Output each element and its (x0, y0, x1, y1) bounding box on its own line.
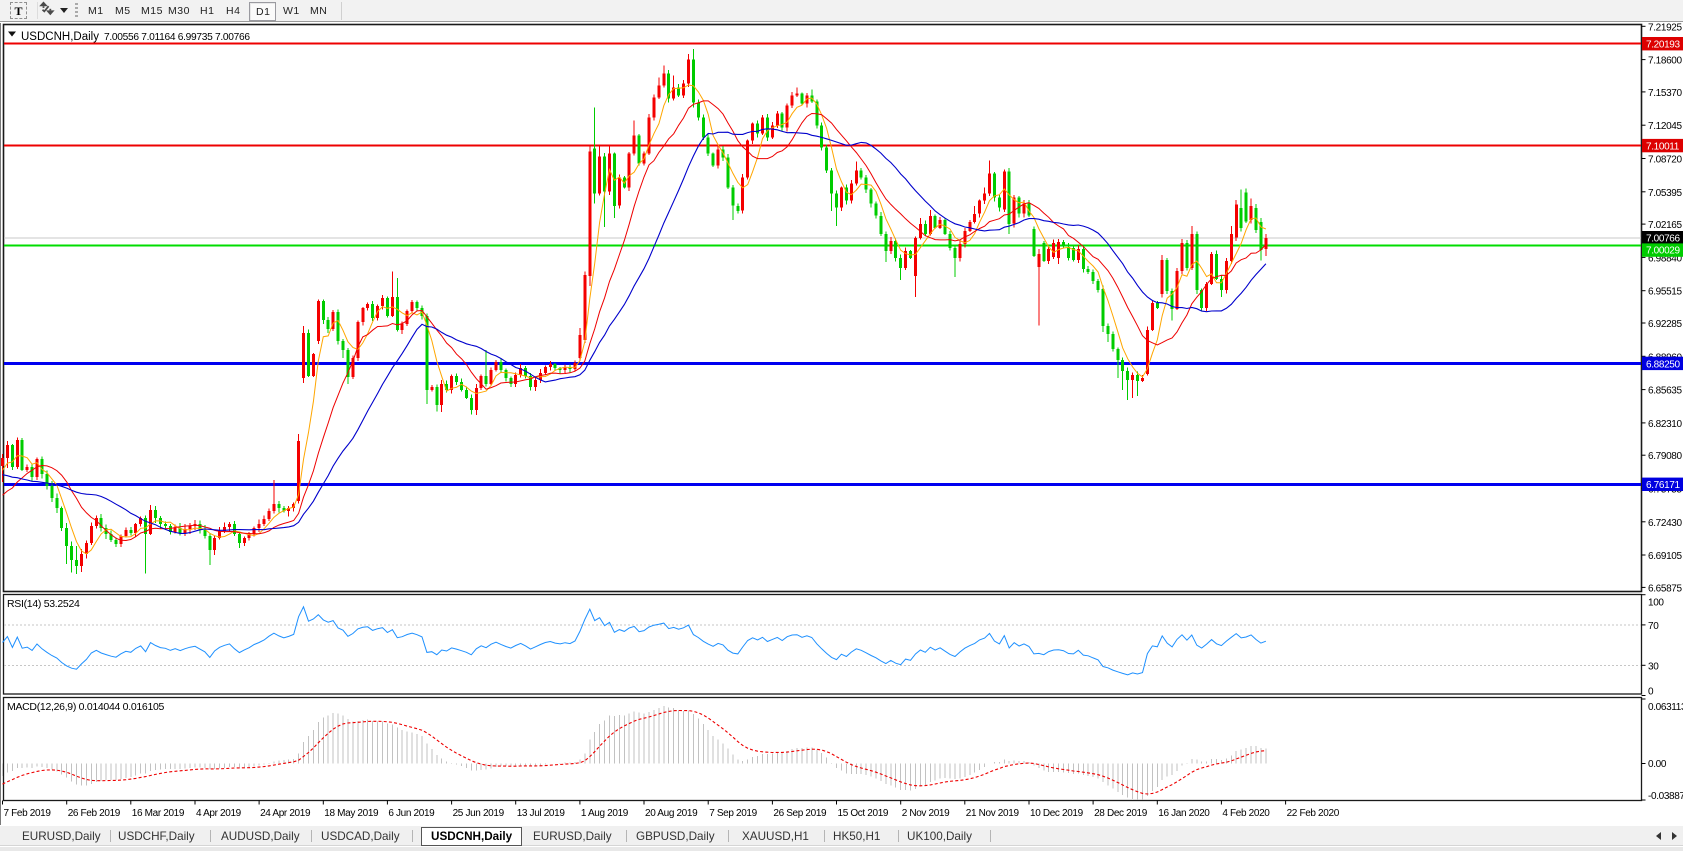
svg-text:15 Oct 2019: 15 Oct 2019 (838, 808, 889, 819)
svg-text:6 Jun 2019: 6 Jun 2019 (388, 808, 435, 819)
svg-text:21 Nov 2019: 21 Nov 2019 (966, 808, 1020, 819)
svg-text:7.20193: 7.20193 (1646, 40, 1680, 51)
svg-text:7.18600: 7.18600 (1648, 56, 1682, 67)
svg-text:18 May 2019: 18 May 2019 (324, 808, 379, 819)
svg-text:22 Feb 2020: 22 Feb 2020 (1287, 808, 1340, 819)
svg-text:7.05395: 7.05395 (1648, 188, 1682, 199)
svg-text:70: 70 (1648, 621, 1659, 632)
svg-text:6.88250: 6.88250 (1646, 359, 1680, 370)
svg-text:6.76171: 6.76171 (1646, 480, 1680, 491)
svg-text:MACD(12,26,9) 0.014044 0.01610: MACD(12,26,9) 0.014044 0.016105 (7, 701, 165, 713)
svg-text:6.82310: 6.82310 (1648, 419, 1682, 430)
svg-text:7 Sep 2019: 7 Sep 2019 (709, 808, 757, 819)
svg-text:7.21925: 7.21925 (1648, 22, 1682, 33)
svg-text:7 Feb 2019: 7 Feb 2019 (4, 808, 52, 819)
svg-text:7.10011: 7.10011 (1646, 142, 1680, 153)
svg-text:6.65875: 6.65875 (1648, 583, 1682, 594)
svg-text:7.08720: 7.08720 (1648, 155, 1682, 166)
svg-text:RSI(14) 53.2524: RSI(14) 53.2524 (7, 598, 80, 610)
svg-text:30: 30 (1648, 662, 1659, 673)
svg-text:7.00766: 7.00766 (1646, 234, 1680, 245)
svg-text:13 Jul 2019: 13 Jul 2019 (517, 808, 566, 819)
svg-text:20 Aug 2019: 20 Aug 2019 (645, 808, 698, 819)
svg-text:4 Apr 2019: 4 Apr 2019 (196, 808, 242, 819)
svg-text:24 Apr 2019: 24 Apr 2019 (260, 808, 311, 819)
svg-text:6.69105: 6.69105 (1648, 551, 1682, 562)
svg-text:26 Sep 2019: 26 Sep 2019 (773, 808, 827, 819)
svg-text:7.02165: 7.02165 (1648, 220, 1682, 231)
svg-text:100: 100 (1648, 598, 1664, 609)
svg-text:7.12045: 7.12045 (1648, 121, 1682, 132)
svg-text:0.063113: 0.063113 (1648, 702, 1683, 713)
svg-text:6.79080: 6.79080 (1648, 451, 1682, 462)
svg-text:25 Jun 2019: 25 Jun 2019 (453, 808, 505, 819)
svg-text:6.72430: 6.72430 (1648, 518, 1682, 529)
svg-text:0.00: 0.00 (1648, 759, 1667, 770)
svg-text:16 Mar 2019: 16 Mar 2019 (132, 808, 185, 819)
svg-text:USDCNH,Daily 7.00556 7.01164: USDCNH,Daily 7.00556 7.01164 6.99735 7.0… (21, 31, 250, 43)
svg-text:6.95515: 6.95515 (1648, 287, 1682, 298)
svg-text:0: 0 (1648, 687, 1654, 698)
svg-text:7.00029: 7.00029 (1646, 246, 1680, 257)
svg-text:7.15370: 7.15370 (1648, 88, 1682, 99)
svg-text:6.98840: 6.98840 (1648, 253, 1682, 264)
svg-text:10 Dec 2019: 10 Dec 2019 (1030, 808, 1084, 819)
svg-text:26 Feb 2019: 26 Feb 2019 (68, 808, 121, 819)
svg-text:2 Nov 2019: 2 Nov 2019 (902, 808, 950, 819)
svg-text:6.85635: 6.85635 (1648, 386, 1682, 397)
svg-text:16 Jan 2020: 16 Jan 2020 (1158, 808, 1210, 819)
svg-text:-0.038872: -0.038872 (1648, 791, 1683, 802)
svg-text:28 Dec 2019: 28 Dec 2019 (1094, 808, 1148, 819)
svg-text:6.92285: 6.92285 (1648, 319, 1682, 330)
svg-text:1 Aug 2019: 1 Aug 2019 (581, 808, 629, 819)
svg-text:4 Feb 2020: 4 Feb 2020 (1222, 808, 1270, 819)
